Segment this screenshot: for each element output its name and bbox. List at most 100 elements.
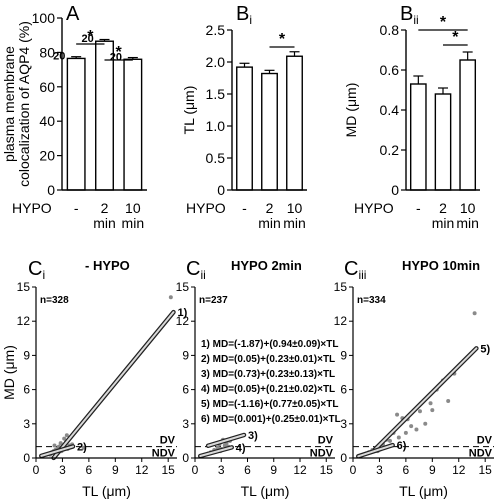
data-point: [81, 445, 86, 450]
y-tick-label: 15: [17, 280, 31, 294]
y-tick-label: 0.8: [380, 22, 400, 38]
data-point: [417, 409, 422, 414]
scatter-title: - HYPO: [85, 258, 130, 273]
panel-label-ci: Ci: [28, 258, 45, 282]
hypo-row-label: HYPO: [354, 200, 394, 216]
fit-equation: 3) MD=(0.73)+(0.23±0.13)×TL: [201, 369, 335, 380]
y-tick-label: 3: [340, 417, 347, 431]
ndv-label: NDV: [469, 448, 493, 460]
category-label: 2: [266, 200, 274, 216]
dv-label: DV: [160, 435, 176, 447]
y-tick-label: 12: [334, 314, 348, 328]
data-point: [62, 436, 67, 441]
y-tick-label: 6: [23, 383, 30, 397]
x-tick-label: 12: [452, 463, 466, 477]
panel-label-bii-main: B: [400, 3, 413, 25]
x-tick-label: 9: [429, 463, 436, 477]
n-count: n=328: [40, 295, 69, 306]
scatter-title: HYPO 10min: [402, 258, 480, 273]
x-tick-label: 3: [218, 463, 225, 477]
y-tick-label: 0: [23, 451, 30, 465]
data-point: [395, 412, 400, 417]
x-tick-label: 6: [86, 463, 93, 477]
panel-label-ciii-sub: iii: [358, 268, 366, 282]
y-tick-label: 6: [340, 383, 347, 397]
significance-star: *: [279, 31, 286, 48]
fit-line-inner: [199, 446, 233, 457]
data-point: [388, 438, 393, 443]
x-tick-label: 6: [403, 463, 410, 477]
panel-label-bi: Bi: [236, 3, 252, 27]
y-tick-label: 12: [17, 314, 31, 328]
x-tick-label: 3: [59, 463, 66, 477]
y-tick-label: 9: [182, 348, 189, 362]
x-tick-label: 12: [293, 463, 307, 477]
y-tick-label: 0: [182, 451, 189, 465]
dv-label: DV: [477, 435, 493, 447]
data-point: [222, 443, 227, 448]
panel-label-cii-main: C: [186, 258, 200, 280]
fit-line-inner: [374, 347, 478, 451]
panel-label-a: A: [66, 3, 80, 25]
x-axis-label: TL (μm): [241, 483, 290, 499]
bar: [261, 72, 278, 191]
data-point: [430, 408, 435, 413]
y-tick-label: 0.4: [380, 102, 400, 118]
x-tick-label: 6: [244, 463, 251, 477]
category-label: 2: [101, 200, 109, 216]
category-label: 10: [125, 200, 141, 216]
y-tick-label: 12: [176, 314, 190, 328]
scatter-title: HYPO 2min: [231, 258, 302, 273]
y-tick-label: 9: [340, 348, 347, 362]
bar: [236, 66, 253, 191]
data-point: [472, 311, 477, 316]
fit-equation: 2) MD=(0.05)+(0.23±0.01)×TL: [201, 354, 335, 365]
y-tick-label: 0: [340, 451, 347, 465]
significance-star: *: [452, 29, 459, 46]
fit-label: 5): [480, 343, 490, 355]
significance-star: *: [87, 28, 94, 45]
data-point: [52, 443, 57, 448]
fit-label: 2): [77, 441, 87, 453]
category-label: 2: [439, 200, 447, 216]
category-label: 10: [460, 200, 476, 216]
hypo-row-label: HYPO: [12, 200, 52, 216]
fit-line-inner: [207, 433, 245, 447]
bar: [123, 58, 143, 191]
x-tick-label: 15: [479, 463, 493, 477]
y-axis-label: TL (μm): [181, 86, 197, 135]
panel-label-bi-sub: i: [249, 13, 252, 27]
fit-equation: 1) MD=(-1.87)+(0.94±0.09)×TL: [201, 339, 339, 350]
panel-label-cii-sub: ii: [200, 268, 205, 282]
y-tick-label: 1.0: [206, 118, 226, 134]
significance-star: *: [440, 14, 447, 31]
y-tick-label: 0: [47, 182, 55, 198]
y-axis-label: MD (μm): [1, 345, 17, 400]
y-tick-label: 100: [32, 10, 56, 26]
fit-line-inner: [52, 311, 175, 459]
x-tick-label: 3: [376, 463, 383, 477]
y-tick-label: 6: [182, 383, 189, 397]
fit-label: 3): [248, 430, 258, 442]
y-axis-label-line: plasma membrane: [1, 46, 17, 162]
y-tick-label: 0.2: [380, 142, 400, 158]
x-axis-label: TL (μm): [399, 483, 448, 499]
category-label: -: [74, 200, 79, 216]
fit-line-inner: [40, 445, 75, 457]
panel-label-ciii-main: C: [344, 258, 358, 280]
panel-label-bi-main: B: [236, 3, 249, 25]
n-label: 20: [53, 50, 65, 62]
bar: [409, 83, 427, 191]
bar: [66, 57, 86, 191]
data-point: [64, 433, 69, 438]
fit-equation: 6) MD=(0.001)+(0.25±0.01)×TL: [201, 414, 341, 425]
panel-label-bii: Bii: [400, 3, 419, 27]
fit-label: 1): [177, 307, 187, 319]
y-tick-label: 3: [23, 417, 30, 431]
panel-label-ciii: Ciii: [344, 258, 366, 282]
y-tick-label: 0.5: [206, 150, 226, 166]
n-label: 20: [81, 33, 93, 45]
y-tick-label: 1.5: [206, 86, 226, 102]
